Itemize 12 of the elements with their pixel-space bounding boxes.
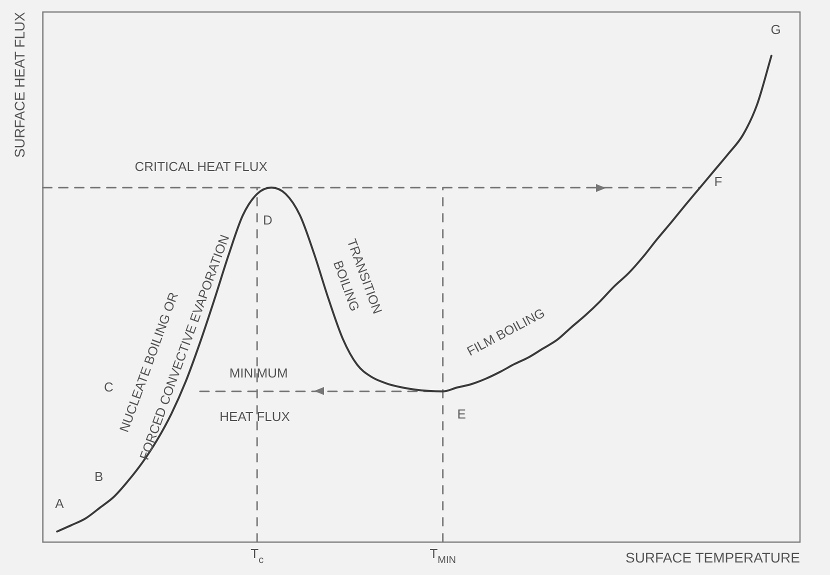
annotation: D [262, 212, 272, 228]
annotation: CRITICAL HEAT FLUX [134, 158, 268, 174]
annotation: B [94, 469, 104, 484]
annotation: HEAT FLUX [220, 409, 290, 424]
annotation: F [714, 174, 722, 189]
annotation: E [457, 406, 466, 422]
annotation: A [55, 496, 64, 512]
annotation: C [104, 379, 114, 394]
y-axis-title: SURFACE HEAT FLUX [11, 11, 28, 158]
x-axis-title: SURFACE TEMPERATURE [625, 549, 800, 566]
text: G [770, 22, 781, 38]
annotation: MINIMUM [229, 366, 288, 381]
